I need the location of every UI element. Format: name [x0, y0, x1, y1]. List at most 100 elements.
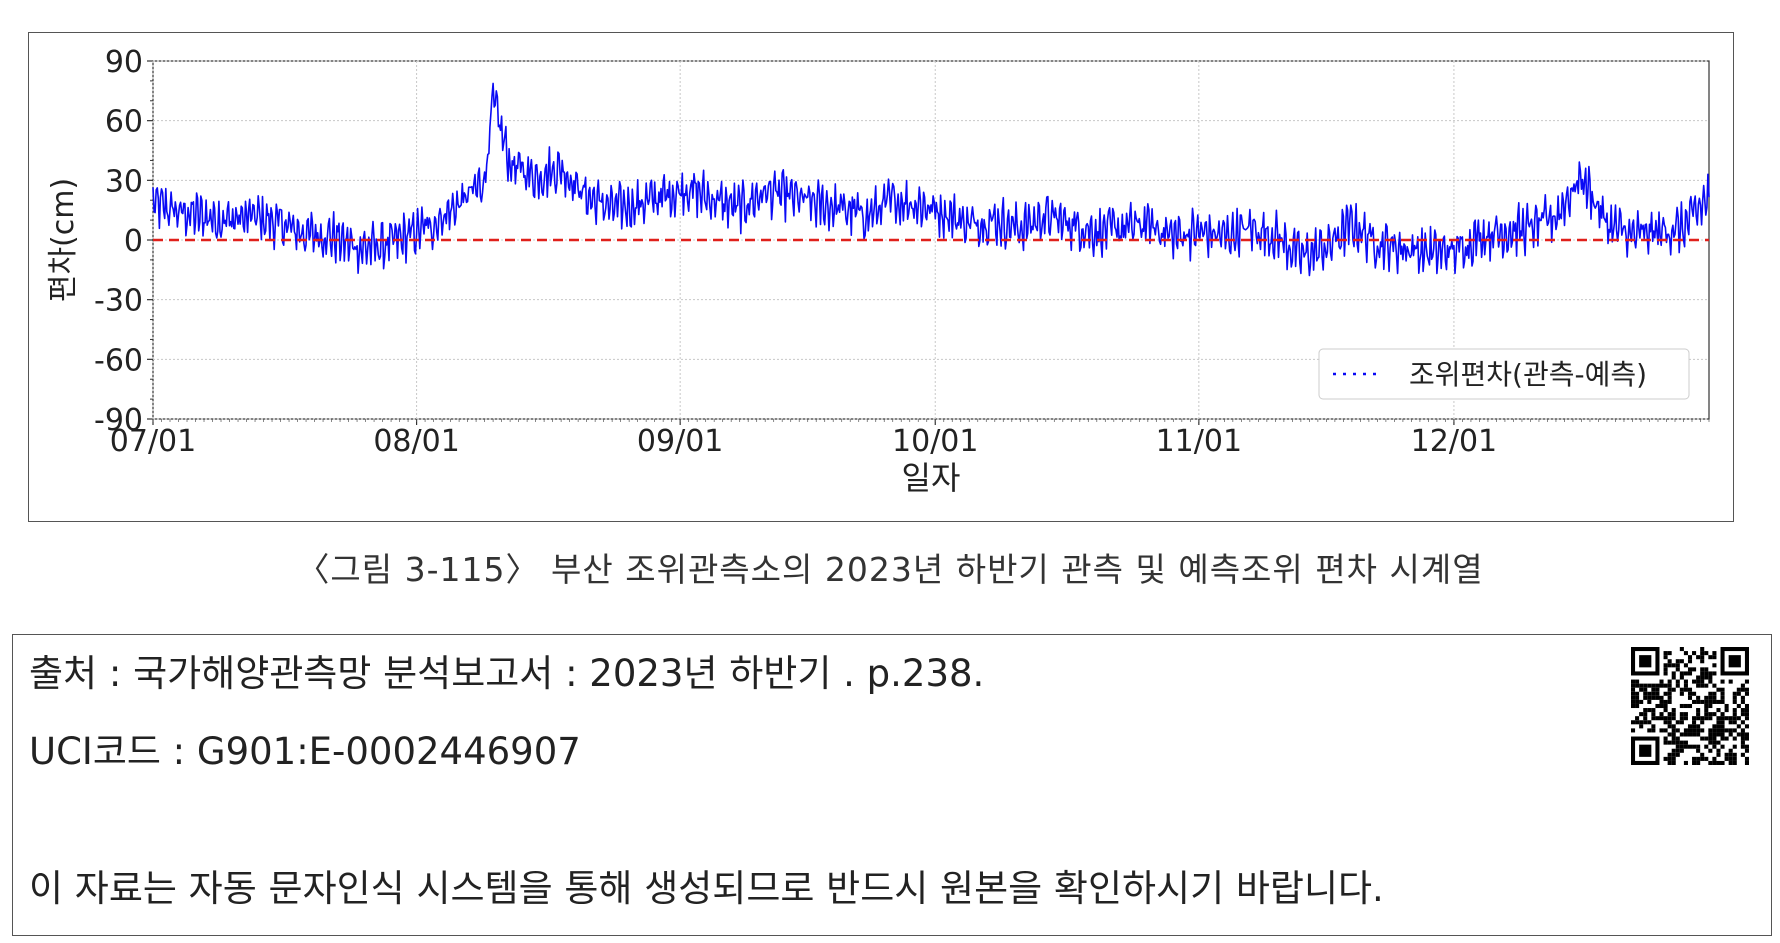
qr-module	[1724, 728, 1729, 733]
qr-module	[1716, 724, 1721, 729]
qr-module	[1679, 744, 1684, 749]
qr-module	[1740, 720, 1745, 725]
qr-module	[1643, 712, 1648, 717]
qr-module	[1696, 728, 1701, 733]
qr-module	[1671, 756, 1676, 761]
y-tick-label: -60	[94, 343, 143, 378]
qr-module	[1700, 683, 1705, 688]
qr-module	[1704, 683, 1709, 688]
qr-module	[1732, 695, 1737, 700]
qr-module	[1683, 744, 1688, 749]
qr-module	[1675, 663, 1680, 668]
qr-module	[1732, 752, 1737, 757]
qr-module	[1631, 720, 1636, 725]
qr-module	[1740, 728, 1745, 733]
qr-module	[1712, 732, 1717, 737]
qr-module	[1744, 703, 1749, 709]
qr-module	[1732, 744, 1737, 749]
qr-module	[1671, 663, 1676, 668]
qr-module	[1631, 728, 1636, 733]
x-tick-label: 08/01	[373, 424, 459, 459]
qr-module	[1732, 699, 1737, 704]
qr-module	[1708, 703, 1713, 709]
x-tick-label: 07/01	[110, 424, 196, 459]
qr-module	[1744, 687, 1749, 692]
qr-module	[1675, 736, 1680, 741]
qr-module	[1704, 671, 1709, 676]
qr-module	[1744, 756, 1749, 761]
qr-module	[1712, 663, 1717, 668]
qr-code-icon[interactable]	[1631, 647, 1749, 765]
qr-module	[1659, 712, 1664, 717]
y-tick-label: 0	[124, 224, 143, 259]
qr-module	[1667, 687, 1672, 692]
qr-module	[1692, 760, 1697, 765]
qr-module	[1663, 716, 1668, 721]
qr-module	[1712, 724, 1717, 729]
qr-module	[1744, 724, 1749, 729]
qr-module	[1736, 716, 1741, 721]
qr-module	[1647, 708, 1652, 713]
qr-module	[1720, 744, 1725, 749]
qr-module	[1639, 744, 1652, 757]
qr-module	[1683, 732, 1688, 737]
qr-module	[1683, 683, 1688, 688]
qr-module	[1728, 728, 1733, 733]
qr-module	[1655, 683, 1660, 688]
qr-module	[1643, 720, 1648, 725]
qr-module	[1692, 744, 1697, 749]
qr-module	[1651, 683, 1656, 688]
qr-module	[1671, 671, 1676, 676]
qr-module	[1643, 687, 1648, 692]
qr-module	[1700, 728, 1705, 733]
qr-module	[1631, 683, 1636, 688]
qr-module	[1696, 712, 1701, 717]
qr-module	[1692, 728, 1697, 733]
qr-module	[1712, 744, 1717, 749]
qr-module	[1659, 703, 1664, 709]
qr-module	[1744, 708, 1749, 713]
qr-module	[1740, 732, 1745, 737]
qr-module	[1671, 712, 1676, 717]
qr-module	[1696, 695, 1701, 700]
qr-module	[1712, 691, 1717, 696]
qr-module	[1683, 712, 1688, 717]
qr-module	[1716, 732, 1721, 737]
qr-module	[1631, 679, 1636, 684]
qr-module	[1744, 748, 1749, 753]
qr-module	[1667, 756, 1672, 761]
qr-module	[1635, 720, 1640, 725]
qr-module	[1732, 760, 1737, 765]
qr-module	[1635, 683, 1640, 688]
qr-module	[1679, 740, 1684, 745]
qr-module	[1712, 760, 1717, 765]
qr-module	[1716, 760, 1721, 765]
qr-module	[1647, 691, 1652, 696]
qr-module	[1740, 712, 1745, 717]
qr-module	[1663, 683, 1668, 688]
qr-module	[1700, 651, 1705, 656]
qr-module	[1692, 720, 1697, 725]
qr-module	[1696, 679, 1701, 684]
qr-module	[1655, 687, 1660, 692]
qr-module	[1687, 728, 1693, 733]
qr-module	[1643, 708, 1648, 713]
qr-module	[1659, 728, 1664, 733]
x-tick-label: 11/01	[1156, 424, 1242, 459]
qr-module	[1692, 716, 1697, 721]
qr-module	[1631, 687, 1636, 692]
qr-module	[1679, 712, 1684, 717]
qr-module	[1696, 732, 1701, 737]
qr-module	[1663, 728, 1668, 733]
qr-module	[1663, 655, 1668, 660]
qr-module	[1667, 659, 1672, 664]
qr-module	[1651, 716, 1656, 721]
qr-module	[1679, 691, 1684, 696]
qr-module	[1675, 728, 1680, 733]
qr-module	[1696, 708, 1701, 713]
qr-module	[1651, 691, 1656, 696]
qr-module	[1639, 683, 1644, 688]
qr-module	[1671, 736, 1676, 741]
x-tick-label: 12/01	[1411, 424, 1497, 459]
qr-module	[1667, 699, 1672, 704]
